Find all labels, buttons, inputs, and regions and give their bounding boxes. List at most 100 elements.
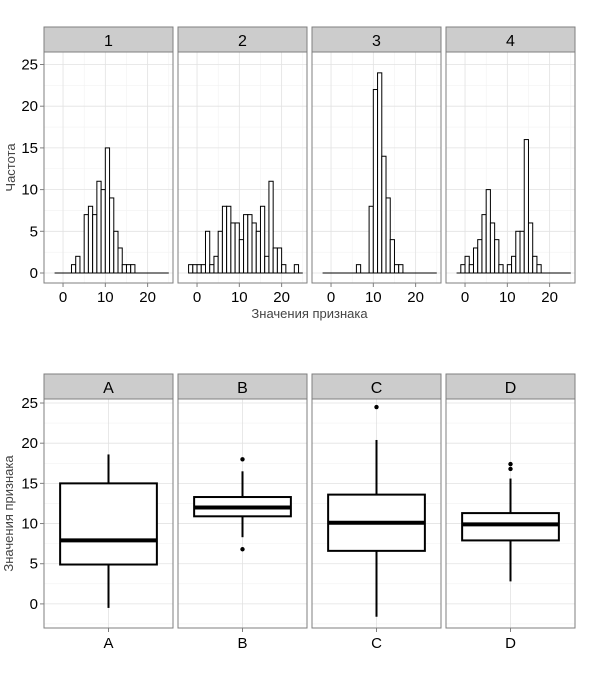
histogram-bar: [393, 264, 400, 274]
y-tick-label: 0: [30, 596, 38, 613]
histogram-bar: [221, 205, 228, 274]
histogram-bar: [268, 180, 274, 274]
histogram-bar: [255, 230, 261, 274]
outlier-point: [374, 404, 379, 410]
facet-strip-label: D: [505, 380, 517, 397]
facet-strip: [311, 26, 442, 53]
histogram-bar: [234, 222, 240, 274]
histogram-bar: [209, 264, 215, 274]
facet-strip-label: 1: [104, 33, 113, 50]
x-tick-label: 10: [499, 289, 516, 306]
histogram-bar: [460, 264, 466, 274]
histogram-panel: 3 0 10 20: [311, 26, 442, 306]
facet-strip: [445, 26, 576, 53]
x-tick-label: 0: [193, 289, 201, 306]
histogram-bar: [498, 264, 504, 274]
histogram-panel: 10 10 20: [43, 26, 174, 306]
histogram-bar: [121, 264, 127, 274]
histogram-bar: [130, 264, 136, 274]
x-tick-label: 10: [231, 289, 248, 306]
outlier-point: [508, 461, 513, 467]
histogram-panel: 4 0 10 20: [445, 26, 576, 306]
histogram-bar: [464, 255, 470, 274]
histogram-bar: [477, 239, 483, 274]
histogram-bar: [238, 239, 245, 274]
histogram-bar: [213, 255, 219, 274]
y-tick-label: 15: [21, 140, 38, 157]
histogram-bar: [398, 264, 404, 274]
facet-strip: [177, 373, 308, 400]
histogram-bar: [192, 264, 198, 274]
histogram-bar: [113, 230, 119, 274]
histogram-bar: [230, 222, 236, 274]
histogram-bar: [226, 205, 232, 274]
y-tick-label: 25: [21, 57, 38, 74]
outlier-point: [508, 466, 513, 472]
box-iqr: [461, 512, 560, 542]
x-tick-label: 0: [461, 289, 469, 306]
facet-strip: [43, 373, 174, 400]
histogram-bar: [511, 255, 517, 274]
facet-strip: [445, 373, 576, 400]
histogram-bar: [259, 205, 266, 274]
x-tick-label: 20: [273, 289, 290, 306]
x-tick-label: 10: [365, 289, 382, 306]
histogram-bar: [372, 89, 379, 274]
histogram-bar: [196, 264, 202, 274]
y-tick-label: 25: [21, 395, 38, 412]
histogram-bar: [293, 264, 300, 274]
histogram-bar: [389, 239, 395, 274]
y-axis-title: Значения признака: [1, 455, 16, 572]
x-axis-title: Значения признака: [251, 306, 368, 321]
y-tick-label: 15: [21, 475, 38, 492]
facet-strip-label: B: [237, 380, 248, 397]
histogram-bar: [75, 255, 81, 274]
facet-strip: [311, 373, 442, 400]
histogram-bar: [381, 155, 387, 274]
histogram-bar: [355, 264, 362, 274]
facet-strip-label: C: [371, 380, 383, 397]
histogram-bar: [200, 264, 206, 274]
x-tick-label: A: [103, 635, 113, 652]
y-axis-title: Частота: [3, 143, 18, 192]
y-tick-label: 0: [30, 265, 38, 282]
histogram-bar: [87, 205, 94, 274]
histogram-bar: [515, 230, 521, 274]
facet-strip: [43, 26, 174, 53]
histogram-bar: [204, 230, 211, 274]
histogram-bar: [281, 264, 287, 274]
histogram-panel: 20 10 20: [177, 26, 308, 306]
histogram-bar: [481, 214, 487, 274]
histogram-bar: [494, 239, 500, 274]
histogram-bar: [519, 230, 525, 274]
histogram-bar: [83, 214, 89, 274]
facet-strip: [177, 26, 308, 53]
box-iqr: [59, 482, 158, 566]
outlier-point: [240, 547, 245, 552]
histogram-bar: [117, 247, 123, 274]
histogram-bar: [368, 205, 374, 274]
panel-background: [446, 52, 575, 283]
x-tick-label: 0: [59, 289, 67, 306]
histogram-bar: [104, 147, 111, 274]
histogram-bar: [468, 264, 474, 274]
histogram-bar: [472, 247, 479, 274]
boxplot-panel: BB: [177, 373, 308, 652]
histogram-bar: [100, 189, 106, 274]
histogram-bar: [272, 247, 278, 274]
y-tick-label: 10: [21, 516, 38, 533]
y-tick-label: 20: [21, 435, 38, 452]
outlier-point: [240, 457, 245, 462]
histogram-bar: [264, 255, 270, 274]
histogram-bar: [523, 139, 529, 274]
histogram-bar: [247, 214, 253, 274]
x-tick-label: 20: [139, 289, 156, 306]
x-tick-label: 20: [407, 289, 424, 306]
histogram-bar: [125, 264, 132, 274]
histogram-bar: [276, 247, 283, 274]
histogram-bar: [506, 264, 513, 274]
y-tick-label: 20: [21, 98, 38, 115]
histogram-bar: [251, 222, 257, 274]
